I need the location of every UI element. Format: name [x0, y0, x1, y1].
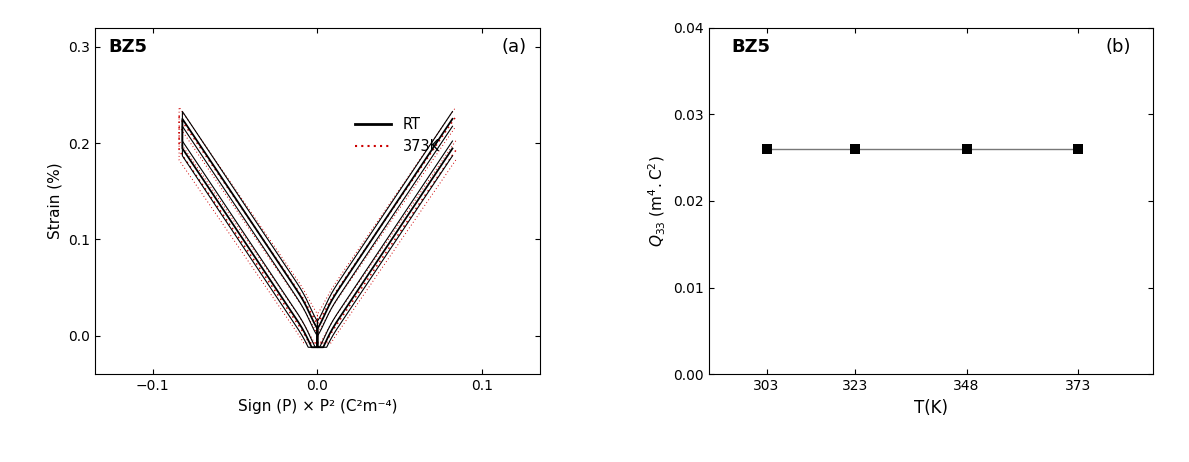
Y-axis label: $Q_{33}\ \mathrm{(m^4.C^2)}$: $Q_{33}\ \mathrm{(m^4.C^2)}$	[647, 155, 667, 247]
Text: BZ5: BZ5	[731, 38, 770, 56]
Point	[845, 145, 864, 152]
Text: (a): (a)	[502, 38, 527, 56]
X-axis label: T(K): T(K)	[914, 399, 948, 417]
Legend: RT, 373K: RT, 373K	[350, 111, 446, 160]
Point	[957, 145, 976, 152]
X-axis label: Sign (P) × P² (C²m⁻⁴): Sign (P) × P² (C²m⁻⁴)	[238, 399, 397, 413]
Text: BZ5: BZ5	[108, 38, 147, 56]
Point	[757, 145, 776, 152]
Text: (b): (b)	[1106, 38, 1131, 56]
Y-axis label: Strain (%): Strain (%)	[48, 163, 63, 239]
Point	[1068, 145, 1087, 152]
